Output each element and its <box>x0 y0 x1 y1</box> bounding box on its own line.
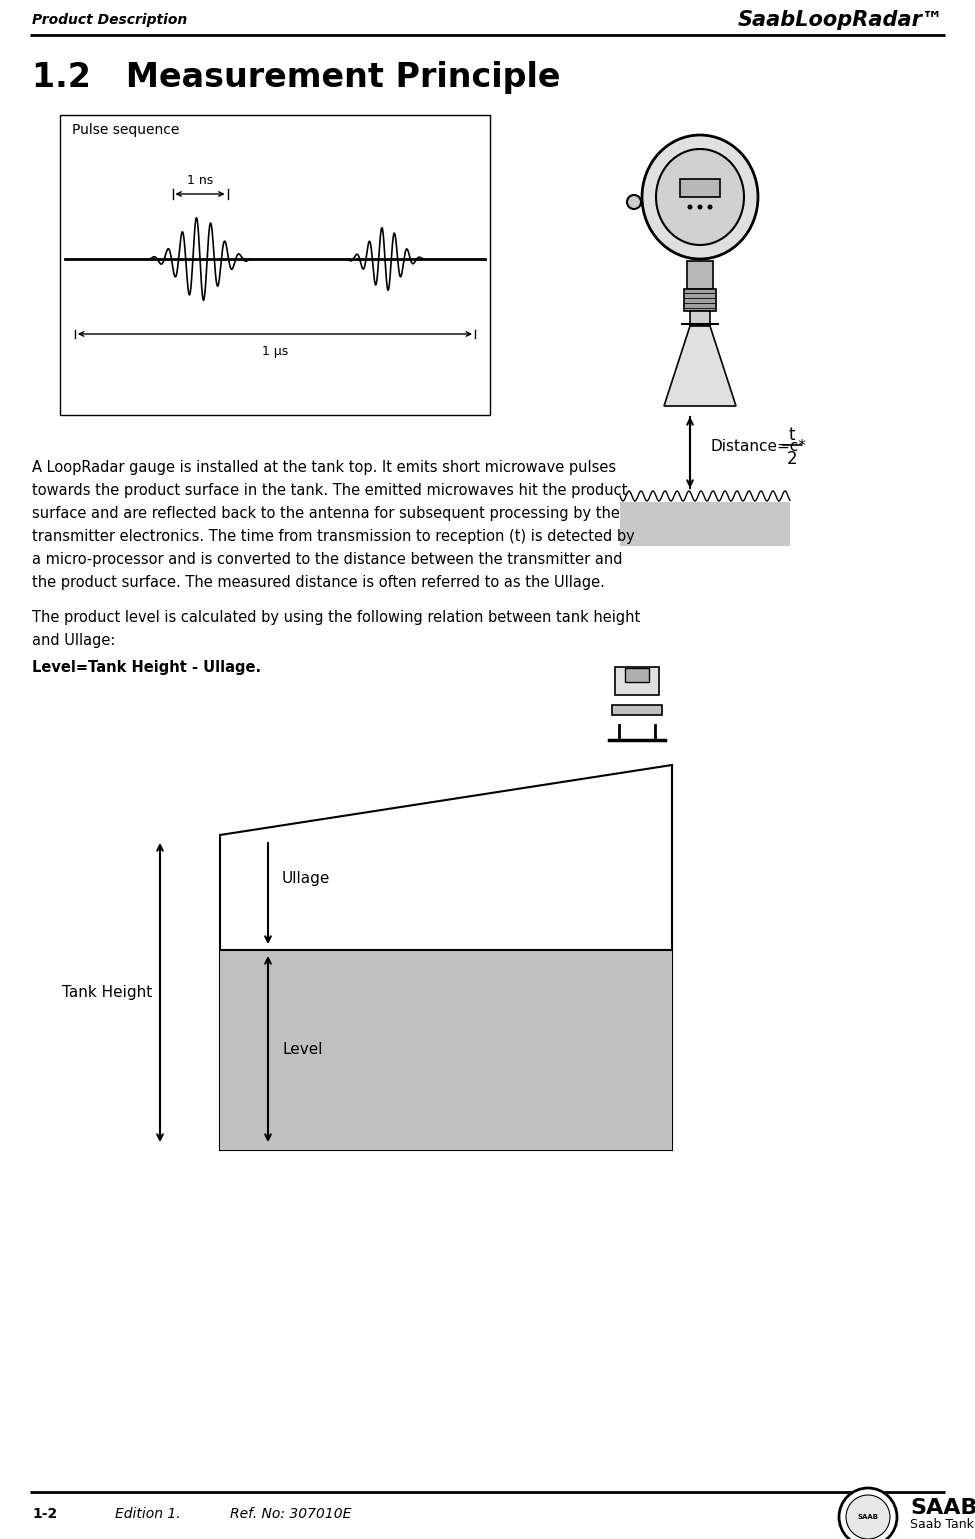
Bar <box>615 666 659 696</box>
Text: transmitter electronics. The time from transmission to reception (t) is detected: transmitter electronics. The time from t… <box>32 529 635 543</box>
Text: Pulse sequence: Pulse sequence <box>72 123 179 137</box>
Text: Ref. No: 307010E: Ref. No: 307010E <box>230 1507 351 1521</box>
Bar <box>60 115 490 416</box>
Circle shape <box>627 195 641 209</box>
Text: Edition 1.: Edition 1. <box>115 1507 180 1521</box>
Text: 1 μs: 1 μs <box>262 345 289 357</box>
Text: Level: Level <box>282 1042 323 1056</box>
Text: surface and are reflected back to the antenna for subsequent processing by the: surface and are reflected back to the an… <box>32 506 620 522</box>
Text: 2: 2 <box>787 449 798 468</box>
Ellipse shape <box>656 149 744 245</box>
Text: Product Description: Product Description <box>32 12 187 28</box>
Circle shape <box>687 205 692 209</box>
Text: towards the product surface in the tank. The emitted microwaves hit the product: towards the product surface in the tank.… <box>32 483 627 499</box>
Polygon shape <box>664 326 736 406</box>
Text: 1-2: 1-2 <box>32 1507 58 1521</box>
Text: Level=Tank Height - Ullage.: Level=Tank Height - Ullage. <box>32 660 261 676</box>
Text: A LoopRadar gauge is installed at the tank top. It emits short microwave pulses: A LoopRadar gauge is installed at the ta… <box>32 460 616 476</box>
Bar <box>612 705 662 716</box>
Text: Tank Height: Tank Height <box>61 985 152 1000</box>
Bar <box>680 179 720 197</box>
Text: 1.2   Measurement Principle: 1.2 Measurement Principle <box>32 62 561 94</box>
Text: SAAB: SAAB <box>857 1514 878 1521</box>
Bar <box>220 950 672 1150</box>
Bar <box>620 502 790 546</box>
Text: and Ullage:: and Ullage: <box>32 633 115 648</box>
Text: Distance=c*: Distance=c* <box>710 439 806 454</box>
Circle shape <box>697 205 703 209</box>
Text: a micro-processor and is converted to the distance between the transmitter and: a micro-processor and is converted to th… <box>32 553 622 566</box>
Circle shape <box>708 205 713 209</box>
Bar <box>625 668 649 682</box>
Text: 1 ns: 1 ns <box>187 174 214 186</box>
Text: SAAB: SAAB <box>910 1497 975 1517</box>
Text: the product surface. The measured distance is often referred to as the Ullage.: the product surface. The measured distan… <box>32 576 604 589</box>
Text: Saab Tank Control: Saab Tank Control <box>910 1519 975 1531</box>
Ellipse shape <box>642 135 758 259</box>
Text: SaabLoopRadar™: SaabLoopRadar™ <box>737 9 943 29</box>
Circle shape <box>846 1494 890 1539</box>
Text: Ullage: Ullage <box>282 871 331 886</box>
Circle shape <box>839 1488 897 1539</box>
Bar <box>690 311 710 326</box>
Text: The product level is calculated by using the following relation between tank hei: The product level is calculated by using… <box>32 609 641 625</box>
Bar <box>684 289 716 311</box>
Text: t: t <box>789 425 796 443</box>
Bar <box>687 262 713 289</box>
